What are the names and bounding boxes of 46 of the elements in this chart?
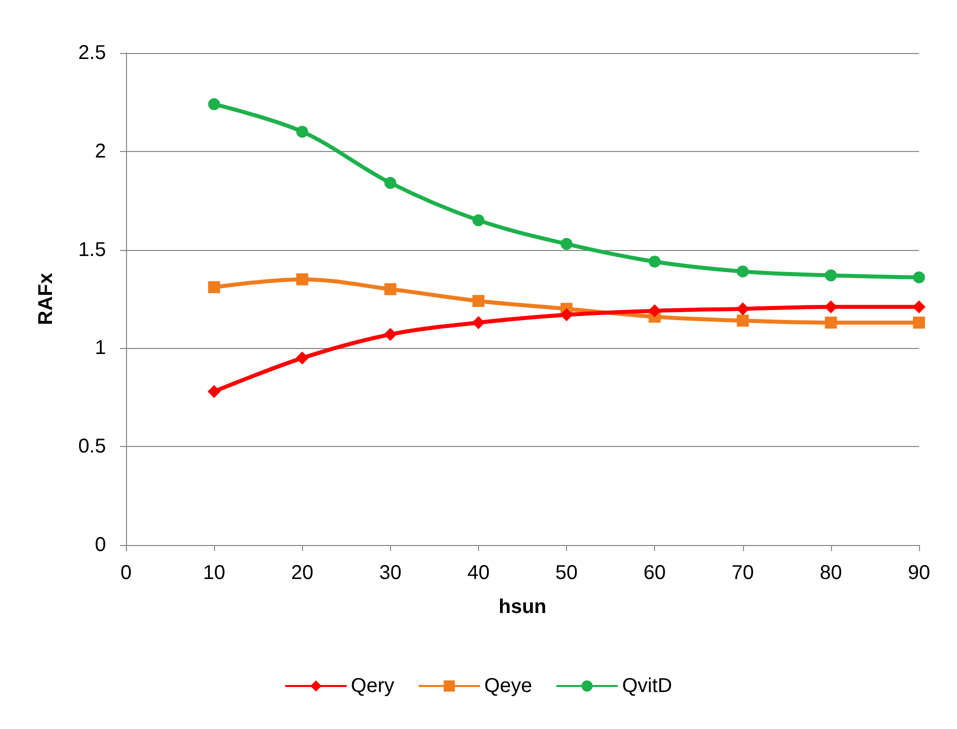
point — [472, 294, 484, 307]
x-tick-label: 10 — [202, 562, 226, 584]
y-tick-label: 1.5 — [78, 238, 106, 261]
point — [296, 273, 308, 286]
point — [912, 300, 926, 314]
point — [208, 98, 220, 110]
x-tick-label: 30 — [379, 562, 402, 584]
point — [472, 214, 484, 226]
point — [208, 281, 220, 294]
x-tick-label: 90 — [908, 562, 930, 584]
point — [736, 302, 750, 316]
y-tick-label: 2.5 — [78, 42, 106, 64]
point — [384, 328, 397, 341]
point — [560, 308, 574, 322]
y-tick-label: 0 — [94, 534, 106, 556]
x-axis-title: hsun — [498, 596, 546, 618]
point — [913, 271, 925, 284]
legend-label: Qeye — [484, 675, 532, 697]
legend-label: QvitD — [622, 675, 672, 697]
x-tick-label: 40 — [467, 562, 490, 584]
point — [736, 265, 749, 278]
y-axis-title: RAFx — [35, 272, 57, 326]
point — [824, 316, 837, 329]
point — [208, 384, 221, 398]
point — [296, 126, 308, 138]
point — [824, 269, 837, 282]
point — [648, 256, 661, 268]
point — [472, 316, 485, 330]
x-tick-label: 80 — [820, 562, 842, 584]
point — [824, 300, 838, 314]
point — [560, 238, 573, 250]
point — [648, 304, 662, 318]
point — [913, 316, 925, 329]
legend-label: Qery — [350, 675, 394, 697]
y-tick-label: 1 — [94, 337, 106, 360]
point — [296, 352, 309, 365]
x-tick-label: 70 — [732, 562, 754, 584]
point — [384, 176, 396, 189]
x-tick-label: 20 — [291, 562, 314, 584]
x-tick-label: 50 — [555, 562, 578, 584]
x-tick-label: 60 — [644, 562, 666, 584]
y-tick-label: 0.5 — [78, 436, 106, 458]
x-tick-label: 0 — [120, 562, 132, 584]
point — [736, 314, 749, 327]
point — [384, 283, 396, 296]
y-tick-label: 2 — [94, 140, 106, 162]
